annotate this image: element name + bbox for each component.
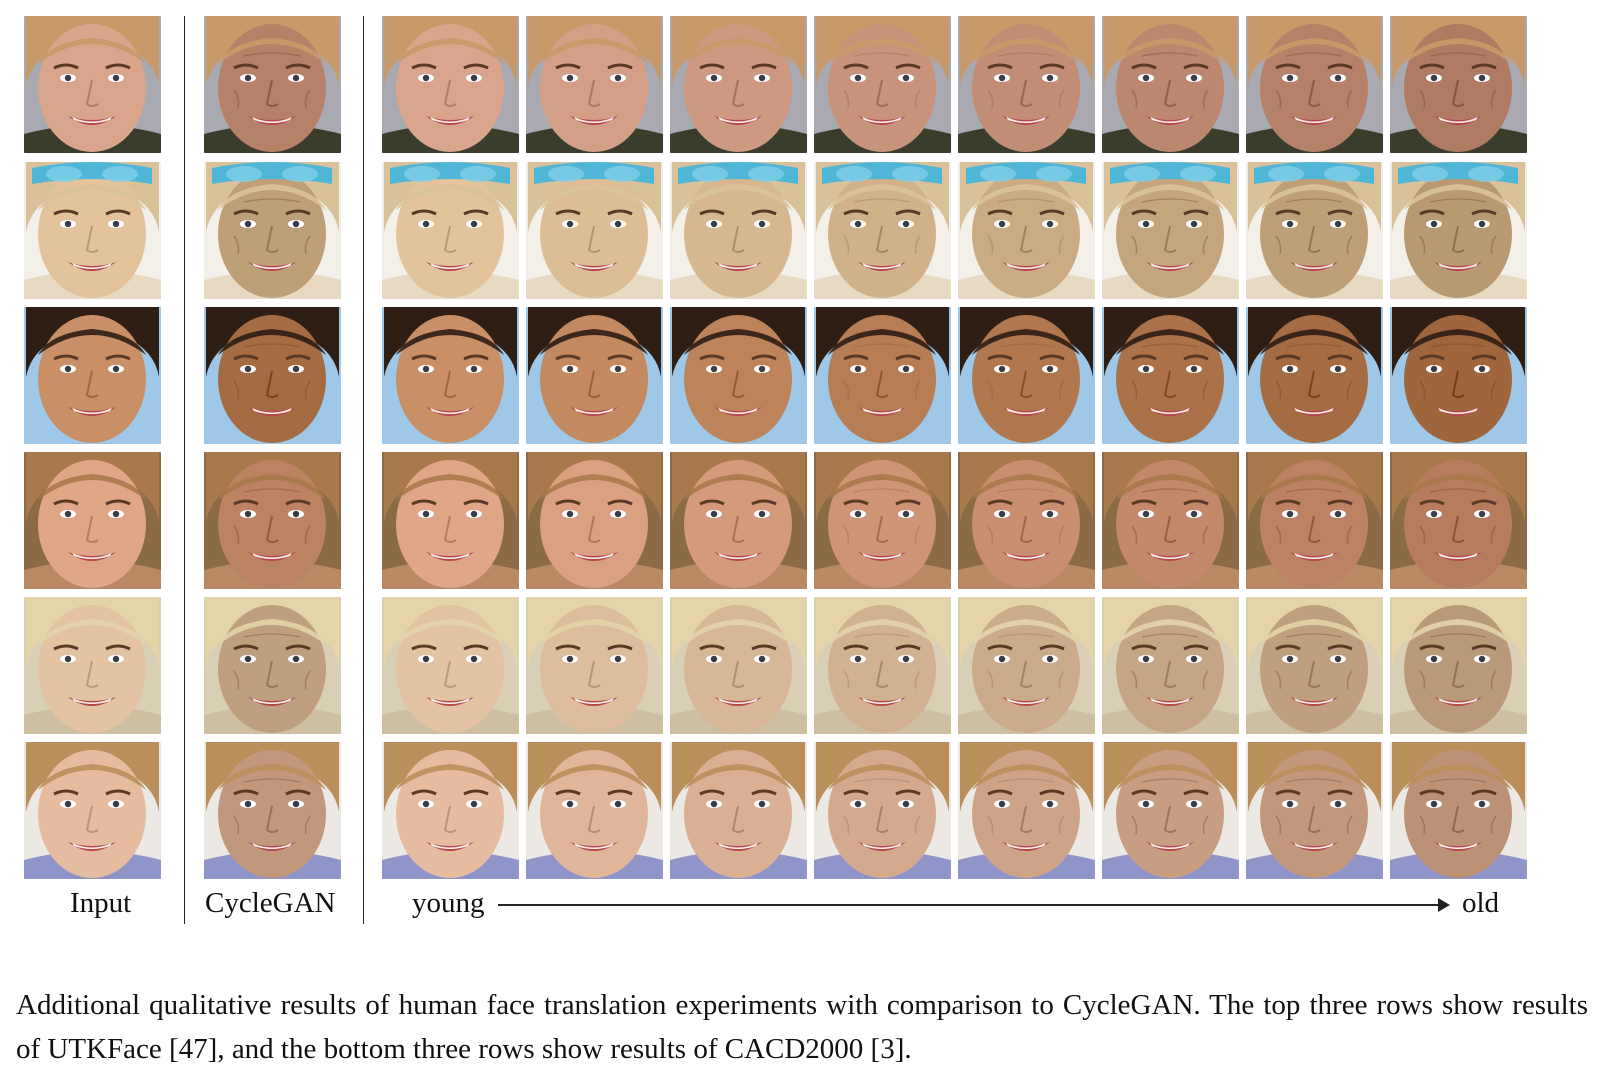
result-face-image [670, 597, 807, 734]
result-face-image [1246, 307, 1383, 444]
old-label: old [1462, 887, 1500, 919]
result-face-image [670, 16, 807, 153]
result-face-image [1390, 307, 1527, 444]
result-face-image [1390, 742, 1527, 879]
result-face-image [526, 597, 663, 734]
input-face-image [24, 742, 161, 879]
face-translation-figure: Input CycleGAN young old [24, 16, 1527, 924]
result-face-image [526, 452, 663, 589]
result-face-image [1390, 16, 1527, 153]
input-face-image [24, 16, 161, 153]
result-face-image [526, 307, 663, 444]
result-face-image [958, 16, 1095, 153]
result-face-image [670, 307, 807, 444]
input-column-label: Input [70, 887, 132, 919]
result-face-image [958, 307, 1095, 444]
result-face-image [1102, 307, 1239, 444]
cyclegan-face-image [204, 307, 341, 444]
separator-cyclegan-results [363, 16, 364, 924]
result-face-image [526, 16, 663, 153]
result-face-image [526, 742, 663, 879]
result-face-image [382, 307, 519, 444]
age-progression-arrow [498, 898, 1450, 912]
result-face-image [1390, 452, 1527, 589]
figure-caption: Additional qualitative results of human … [16, 989, 1588, 1065]
result-face-image [1102, 16, 1239, 153]
result-face-image [814, 742, 951, 879]
result-face-image [958, 597, 1095, 734]
result-face-image [958, 452, 1095, 589]
result-face-image [814, 16, 951, 153]
result-face-image [1102, 597, 1239, 734]
result-face-image [1102, 742, 1239, 879]
cyclegan-face-image [204, 742, 341, 879]
result-face-image [814, 307, 951, 444]
result-face-image [1246, 742, 1383, 879]
input-face-image [24, 452, 161, 589]
cyclegan-face-image [204, 16, 341, 153]
result-face-image [814, 452, 951, 589]
result-face-image [1246, 597, 1383, 734]
result-face-image [670, 452, 807, 589]
input-face-image [24, 307, 161, 444]
result-face-image [814, 597, 951, 734]
result-face-image [1246, 16, 1383, 153]
result-face-image [382, 162, 519, 299]
result-face-image [1102, 162, 1239, 299]
result-face-image [814, 162, 951, 299]
result-face-image [1246, 452, 1383, 589]
result-face-image [382, 742, 519, 879]
result-face-image [382, 16, 519, 153]
result-face-image [670, 162, 807, 299]
result-face-image [382, 597, 519, 734]
result-face-image [526, 162, 663, 299]
result-face-image [1246, 162, 1383, 299]
cyclegan-face-image [204, 597, 341, 734]
cyclegan-face-image [204, 452, 341, 589]
result-face-image [1390, 597, 1527, 734]
input-face-image [24, 597, 161, 734]
result-face-image [382, 452, 519, 589]
result-face-image [958, 162, 1095, 299]
young-label: young [412, 887, 485, 919]
cyclegan-column-label: CycleGAN [205, 887, 336, 919]
input-face-image [24, 162, 161, 299]
result-face-image [670, 742, 807, 879]
result-face-image [1102, 452, 1239, 589]
result-face-image [958, 742, 1095, 879]
result-face-image [1390, 162, 1527, 299]
separator-input-cyclegan [184, 16, 185, 924]
cyclegan-face-image [204, 162, 341, 299]
